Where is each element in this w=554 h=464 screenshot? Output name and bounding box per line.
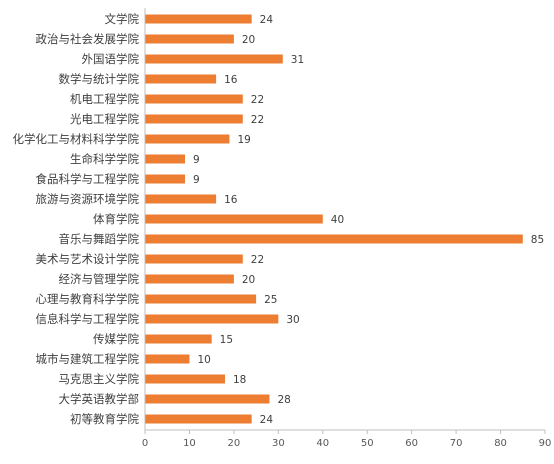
x-tick-label: 30 [272, 438, 285, 449]
bar [145, 134, 230, 144]
category-label: 生命科学学院 [70, 152, 139, 166]
category-label: 文学院 [105, 12, 140, 26]
category-label: 大学英语教学部 [59, 392, 140, 406]
category-label: 心理与教育科学学院 [36, 292, 140, 306]
category-label: 化学化工与材料科学学院 [13, 132, 140, 146]
bar [145, 94, 243, 104]
bar [145, 154, 185, 164]
data-label: 24 [260, 414, 274, 426]
bar [145, 394, 270, 404]
x-tick-label: 60 [405, 438, 418, 449]
data-label: 16 [224, 194, 238, 206]
data-label: 18 [233, 374, 246, 386]
bar [145, 274, 234, 284]
category-label: 经济与管理学院 [59, 272, 140, 286]
bar [145, 334, 212, 344]
category-label: 初等教育学院 [70, 412, 139, 426]
bar [145, 254, 243, 264]
data-label: 25 [264, 294, 277, 306]
data-label: 30 [286, 314, 299, 326]
x-tick-label: 90 [539, 438, 552, 449]
data-label: 10 [197, 354, 210, 366]
category-label: 传媒学院 [93, 332, 139, 346]
category-label: 政治与社会发展学院 [36, 32, 140, 46]
tick-labels: 0 10 20 30 40 50 60 70 80 90 [142, 438, 552, 449]
category-label: 机电工程学院 [70, 92, 139, 106]
bar [145, 234, 523, 244]
data-label: 31 [291, 54, 304, 66]
data-label: 40 [331, 214, 344, 226]
bar [145, 214, 323, 224]
category-label: 旅游与资源环境学院 [36, 192, 140, 206]
data-label: 9 [193, 174, 200, 186]
bar [145, 54, 283, 64]
category-label: 音乐与舞蹈学院 [59, 232, 140, 246]
axes [144, 8, 546, 434]
x-tick-label: 70 [450, 438, 463, 449]
data-label: 22 [251, 94, 264, 106]
category-label: 食品科学与工程学院 [36, 172, 140, 186]
data-label: 20 [242, 274, 255, 286]
data-label: 24 [260, 14, 274, 26]
data-label: 16 [224, 74, 238, 86]
category-label: 美术与艺术设计学院 [36, 252, 140, 266]
data-label: 20 [242, 34, 255, 46]
x-tick-label: 20 [228, 438, 241, 449]
bar [145, 374, 225, 384]
category-label: 马克思主义学院 [59, 372, 140, 386]
data-label: 28 [277, 394, 290, 406]
data-label: 85 [531, 234, 544, 246]
category-label: 体育学院 [93, 212, 139, 226]
x-tick-label: 40 [316, 438, 329, 449]
bar [145, 194, 217, 204]
category-label: 信息科学与工程学院 [36, 312, 140, 326]
data-label: 19 [237, 134, 250, 146]
bar [145, 174, 185, 184]
category-label: 城市与建筑工程学院 [36, 352, 140, 366]
bar [145, 114, 243, 124]
category-labels: 文学院政治与社会发展学院外国语学院数学与统计学院机电工程学院光电工程学院化学化工… [13, 12, 140, 426]
x-tick-label: 50 [361, 438, 374, 449]
bar [145, 34, 234, 44]
category-label: 光电工程学院 [70, 112, 139, 126]
data-label: 9 [193, 154, 200, 166]
data-label: 15 [220, 334, 233, 346]
data-label: 22 [251, 254, 264, 266]
bar [145, 294, 257, 304]
data-label: 22 [251, 114, 264, 126]
category-label: 外国语学院 [82, 52, 140, 66]
x-tick-label: 10 [183, 438, 196, 449]
x-tick-label: 0 [142, 438, 148, 449]
x-tick-label: 80 [494, 438, 507, 449]
bar [145, 354, 190, 364]
category-label: 数学与统计学院 [59, 72, 140, 86]
bar [145, 14, 252, 24]
bars-group [145, 14, 523, 424]
bar [145, 74, 217, 84]
bar [145, 314, 279, 324]
bar [145, 414, 252, 424]
